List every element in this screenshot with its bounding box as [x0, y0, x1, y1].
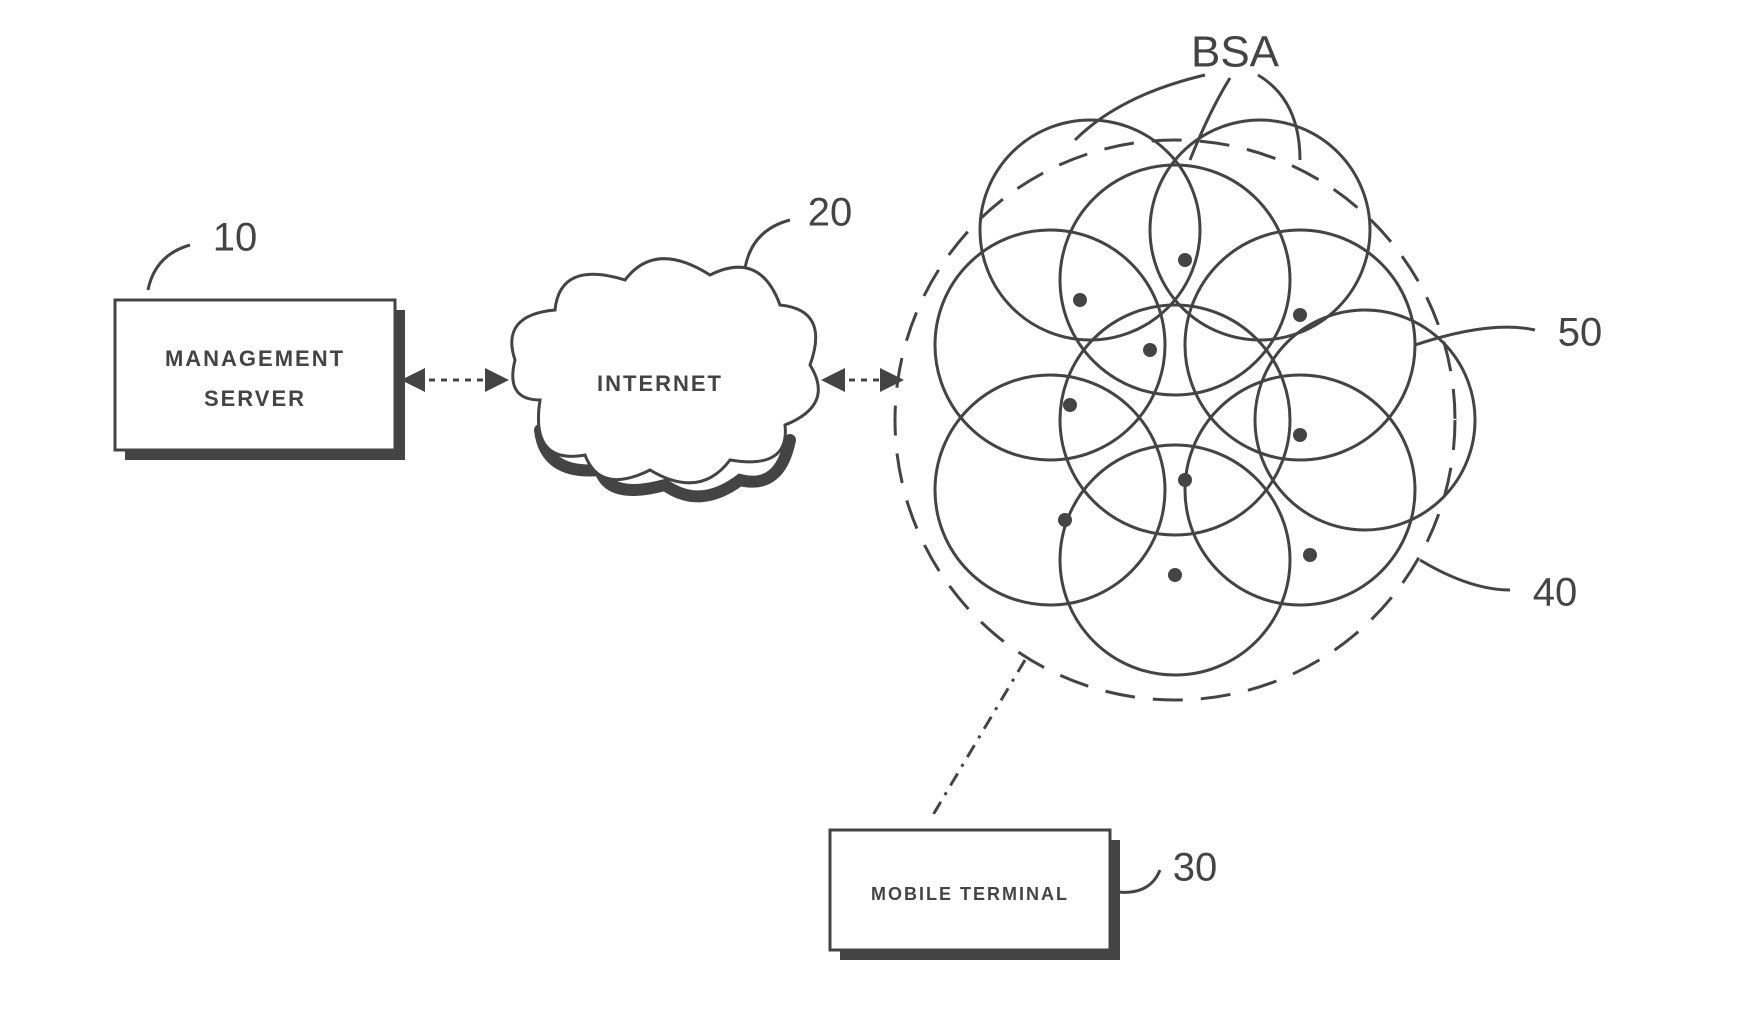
ref-label-10: 10 — [213, 216, 258, 260]
internet-cloud: INTERNET — [512, 259, 819, 497]
ref-label-50: 50 — [1558, 311, 1603, 355]
wifi-cluster — [895, 120, 1475, 700]
coverage-cells — [935, 120, 1475, 675]
server-label-2: SERVER — [204, 386, 306, 411]
internet-label: INTERNET — [597, 371, 723, 396]
lead-line-10 — [148, 245, 190, 290]
access-point-dots — [1058, 253, 1317, 582]
ref-label-20: 20 — [808, 191, 853, 235]
management-server-box: MANAGEMENT SERVER — [115, 300, 405, 460]
terminal-label: MOBILE TERMINAL — [871, 884, 1069, 904]
lead-line-50 — [1415, 327, 1535, 345]
mobile-terminal-box: MOBILE TERMINAL — [830, 830, 1120, 960]
ref-label-40: 40 — [1533, 571, 1578, 615]
server-label-1: MANAGEMENT — [165, 346, 345, 371]
lead-line-20 — [745, 220, 790, 268]
ref-label-30: 30 — [1173, 846, 1218, 890]
lead-line-30 — [1118, 870, 1160, 892]
terminal-link-line — [930, 660, 1025, 820]
lead-line-40 — [1420, 560, 1510, 590]
bsa-label: BSA — [1191, 28, 1280, 77]
